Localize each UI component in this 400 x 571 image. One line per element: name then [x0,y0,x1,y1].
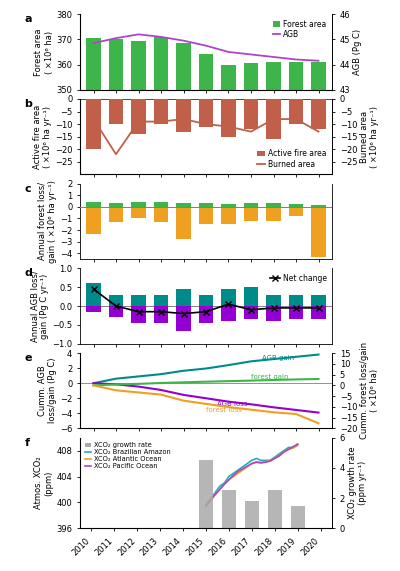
Bar [289,62,303,571]
Bar [131,306,146,323]
Y-axis label: XCO₂ growth rate
(ppm yr⁻¹): XCO₂ growth rate (ppm yr⁻¹) [348,447,367,519]
Text: c: c [24,184,31,194]
Bar [109,306,123,317]
Legend: Net change: Net change [269,272,328,284]
Bar [289,306,303,319]
Y-axis label: Cumm. forest loss/gain
( ×10⁶ ha): Cumm. forest loss/gain ( ×10⁶ ha) [360,342,379,439]
Bar [86,283,101,306]
Bar [176,203,191,207]
Bar [221,306,236,321]
Bar [154,99,168,124]
Bar [289,207,303,216]
Bar [154,295,168,306]
Bar [222,490,236,528]
Bar [266,99,281,139]
Y-axis label: Annual AGB loss/
gain (Pg C yr⁻¹): Annual AGB loss/ gain (Pg C yr⁻¹) [30,270,50,342]
Bar [244,99,258,129]
Bar [221,65,236,571]
Bar [266,295,281,306]
Y-axis label: Active fire area
( ×10⁶ ha yr⁻¹): Active fire area ( ×10⁶ ha yr⁻¹) [33,104,52,169]
Bar [131,202,146,207]
Bar [266,203,281,207]
Bar [131,295,146,306]
Bar [199,460,213,528]
Bar [176,43,191,571]
Bar [311,306,326,319]
Bar [221,99,236,136]
Bar [109,207,123,222]
Bar [244,207,258,221]
Bar [109,39,123,571]
Bar [109,203,123,207]
Text: a: a [24,14,32,25]
Bar [199,207,213,224]
Bar [86,202,101,207]
Bar [221,207,236,224]
Bar [199,54,213,571]
Bar [131,207,146,219]
Bar [289,295,303,306]
Bar [154,306,168,323]
Bar [289,204,303,207]
Bar [176,99,191,132]
Bar [221,289,236,306]
Bar [244,287,258,306]
Bar [199,203,213,207]
Bar [199,306,213,323]
Bar [109,99,123,124]
Legend: Forest area, AGB: Forest area, AGB [271,18,328,41]
Bar [311,62,326,571]
Bar [266,306,281,321]
Bar [131,41,146,571]
Bar [199,99,213,127]
Bar [311,295,326,306]
Bar [109,295,123,306]
Bar [311,204,326,207]
Bar [244,306,258,319]
Bar [86,207,101,234]
Legend: Active fire area, Burned area: Active fire area, Burned area [256,148,328,171]
Bar [244,63,258,571]
Bar [221,204,236,207]
Bar [244,203,258,207]
Bar [266,62,281,571]
Y-axis label: Burned area
( ×10⁶ ha yr⁻¹): Burned area ( ×10⁶ ha yr⁻¹) [360,106,379,168]
Bar [154,202,168,207]
Text: AGB loss: AGB loss [217,401,248,407]
Bar [268,490,282,528]
Bar [86,38,101,571]
Bar [199,295,213,306]
Text: f: f [24,438,30,448]
Bar [176,306,191,331]
Bar [176,207,191,239]
Bar [154,207,168,222]
Y-axis label: Annual forest loss/
gain ( ×10⁶ ha yr⁻¹): Annual forest loss/ gain ( ×10⁶ ha yr⁻¹) [38,180,57,263]
Text: forest gain: forest gain [251,374,288,380]
Bar [291,505,304,528]
Legend: XCO₂ growth rate, XCO₂ Brazilian Amazon, XCO₂ Atlantic Ocean, XCO₂ Pacific Ocean: XCO₂ growth rate, XCO₂ Brazilian Amazon,… [83,441,172,471]
Bar [86,306,101,312]
Bar [311,99,326,129]
Bar [289,99,303,124]
Bar [245,501,259,528]
Text: AGB gain: AGB gain [262,355,294,361]
Bar [86,99,101,149]
Y-axis label: Atmos. XCO₂
(ppm): Atmos. XCO₂ (ppm) [34,457,54,509]
Bar [266,207,281,221]
Y-axis label: Cumm. AGB
loss/gain (Pg C): Cumm. AGB loss/gain (Pg C) [38,358,57,424]
Text: b: b [24,99,32,109]
Y-axis label: Forest area
( ×10⁶ ha): Forest area ( ×10⁶ ha) [34,28,54,76]
Bar [176,289,191,306]
Bar [131,99,146,134]
Text: e: e [24,353,32,363]
Text: d: d [24,268,32,278]
Bar [311,207,326,257]
Bar [154,37,168,571]
Y-axis label: AGB (Pg C): AGB (Pg C) [353,29,362,75]
Text: forest loss: forest loss [206,407,242,413]
